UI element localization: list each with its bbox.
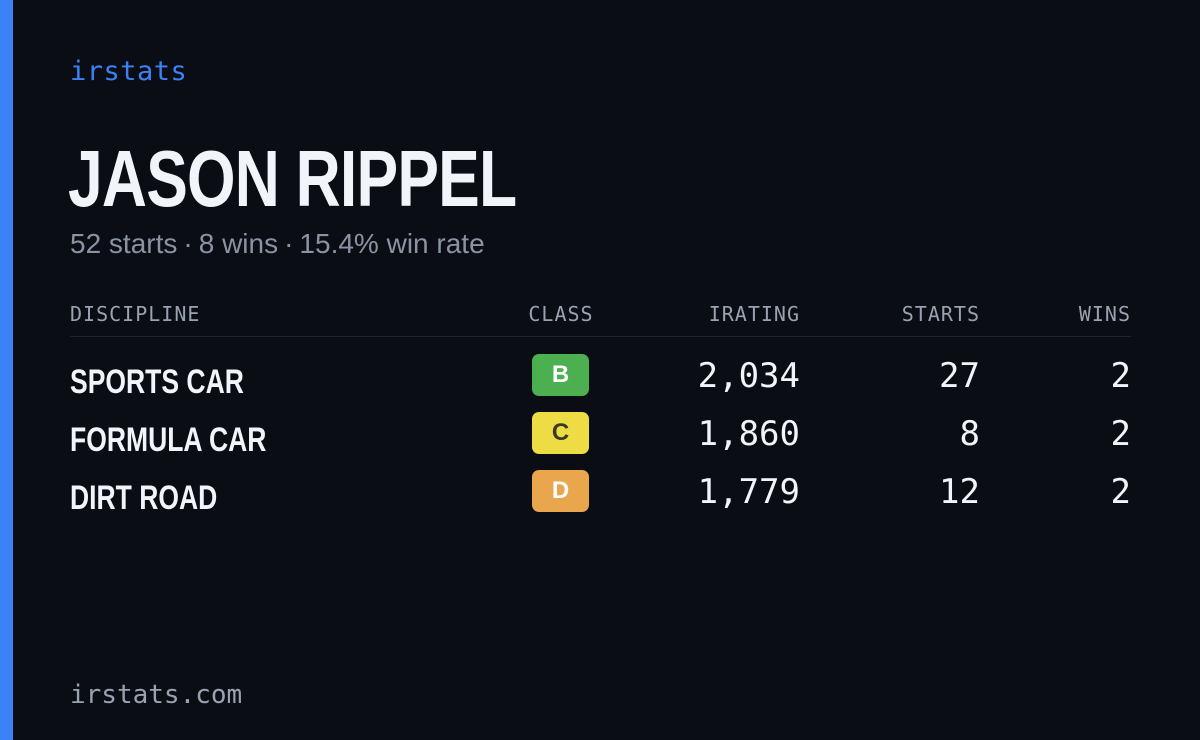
header-discipline: DISCIPLINE (70, 302, 201, 326)
irating-value: 2,034 (697, 356, 800, 396)
summary-separator: · (183, 228, 193, 259)
header-irating: IRATING (708, 302, 800, 326)
table-row: SPORTS CAR B 2,034 27 2 (70, 337, 1131, 401)
summary-separator: · (284, 228, 294, 259)
table-header: DISCIPLINE CLASS IRATING STARTS WINS (70, 298, 1131, 337)
table-row: FORMULA CAR C 1,860 8 2 (70, 395, 1131, 459)
header-starts: STARTS (901, 302, 980, 326)
summary-win-rate: 15.4% win rate (299, 228, 485, 259)
footer-url[interactable]: irstats.com (70, 680, 243, 710)
wins-value: 2 (1110, 472, 1131, 512)
table-row: DIRT ROAD D 1,779 12 2 (70, 453, 1131, 517)
summary-wins: 8 wins (198, 228, 279, 259)
player-summary: 52 starts · 8 wins · 15.4% win rate (70, 228, 485, 260)
wins-value: 2 (1110, 356, 1131, 396)
starts-value: 8 (959, 414, 980, 454)
brand-logo[interactable]: irstats (70, 56, 188, 87)
discipline-name: SPORTS CAR (70, 363, 244, 401)
discipline-name: DIRT ROAD (70, 479, 218, 517)
irating-value: 1,779 (697, 472, 800, 512)
discipline-name: FORMULA CAR (70, 421, 267, 459)
irating-value: 1,860 (697, 414, 800, 454)
summary-starts: 52 starts (70, 228, 178, 259)
header-wins: WINS (1078, 302, 1131, 326)
starts-value: 27 (939, 356, 980, 396)
class-badge: C (532, 412, 589, 454)
starts-value: 12 (939, 472, 980, 512)
wins-value: 2 (1110, 414, 1131, 454)
class-badge: D (532, 470, 589, 512)
license-table: DISCIPLINE CLASS IRATING STARTS WINS SPO… (70, 298, 1131, 517)
accent-bar (0, 0, 13, 740)
class-badge: B (532, 354, 589, 396)
player-name: JASON RIPPEL (68, 134, 517, 223)
header-class: CLASS (528, 302, 594, 326)
